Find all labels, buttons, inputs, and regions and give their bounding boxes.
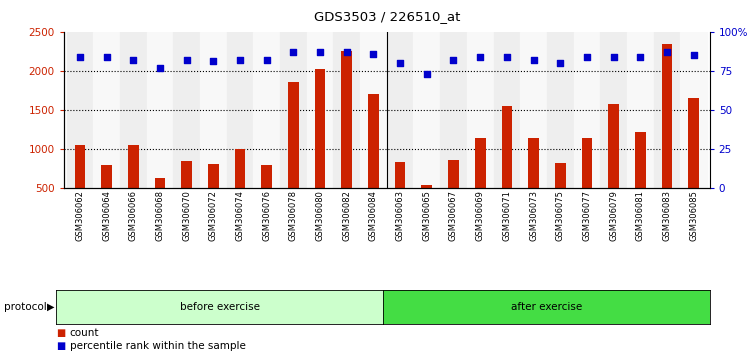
Point [234, 57, 246, 63]
Text: percentile rank within the sample: percentile rank within the sample [70, 341, 246, 351]
Bar [200, 32, 227, 188]
Point [448, 57, 460, 63]
Bar [74, 145, 85, 227]
Bar [387, 32, 414, 188]
Point [154, 65, 166, 70]
Bar [440, 32, 467, 188]
Text: after exercise: after exercise [511, 302, 582, 312]
Bar [146, 32, 173, 188]
Point [127, 57, 139, 63]
Point [608, 54, 620, 59]
Bar [128, 145, 139, 227]
Bar [120, 32, 146, 188]
Point [661, 49, 673, 55]
Bar [253, 32, 280, 188]
Bar [181, 161, 192, 227]
Text: before exercise: before exercise [179, 302, 260, 312]
Bar [333, 32, 360, 188]
Point [314, 49, 326, 55]
Bar [680, 32, 707, 188]
Bar [421, 185, 432, 227]
Text: ▶: ▶ [47, 302, 54, 312]
Bar [414, 32, 440, 188]
Bar [208, 164, 219, 227]
Point [527, 57, 539, 63]
Bar [493, 32, 520, 188]
Point [635, 54, 647, 59]
Point [421, 71, 433, 77]
Text: GDS3503 / 226510_at: GDS3503 / 226510_at [314, 10, 460, 23]
Point [688, 52, 700, 58]
Bar [288, 82, 299, 227]
Point [180, 57, 192, 63]
Bar [261, 165, 272, 227]
Bar [475, 138, 485, 227]
Text: protocol: protocol [4, 302, 47, 312]
Bar [67, 32, 93, 188]
Bar [635, 132, 646, 227]
Bar [600, 32, 627, 188]
Bar [306, 32, 333, 188]
Text: ■: ■ [56, 341, 65, 351]
Point [101, 54, 113, 59]
Bar [528, 138, 539, 227]
Text: ■: ■ [56, 328, 65, 338]
Point [554, 60, 566, 66]
Point [261, 57, 273, 63]
Bar [368, 94, 379, 227]
Bar [101, 165, 112, 227]
Point [74, 54, 86, 59]
Point [501, 54, 513, 59]
Bar [653, 32, 680, 188]
Point [341, 49, 353, 55]
Point [207, 59, 219, 64]
Bar [627, 32, 653, 188]
Bar [689, 98, 699, 227]
Bar [234, 149, 246, 227]
Bar [547, 32, 574, 188]
Bar [581, 138, 593, 227]
Bar [608, 104, 619, 227]
Bar [555, 164, 566, 227]
Point [367, 51, 379, 57]
Point [288, 49, 300, 55]
Bar [662, 44, 672, 227]
Point [474, 54, 486, 59]
Bar [520, 32, 547, 188]
Bar [574, 32, 600, 188]
Point [394, 60, 406, 66]
Bar [360, 32, 387, 188]
Bar [280, 32, 306, 188]
Bar [395, 162, 406, 227]
Bar [155, 178, 165, 227]
Bar [448, 160, 459, 227]
Bar [342, 51, 352, 227]
Bar [173, 32, 200, 188]
Bar [467, 32, 493, 188]
Text: count: count [70, 328, 99, 338]
Bar [93, 32, 120, 188]
Bar [502, 106, 512, 227]
Bar [227, 32, 253, 188]
Point [581, 54, 593, 59]
Bar [315, 69, 325, 227]
